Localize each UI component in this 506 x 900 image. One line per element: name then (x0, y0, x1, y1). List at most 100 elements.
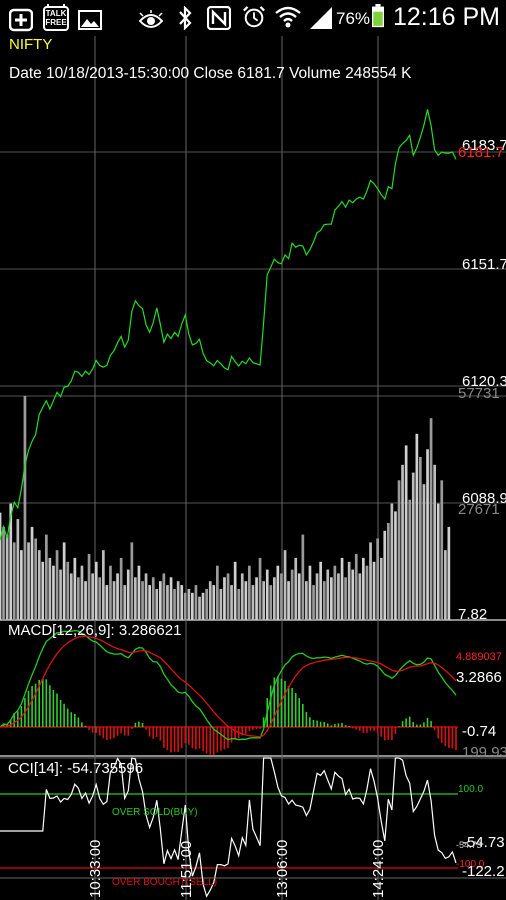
macd-histogram-bar (84, 725, 87, 727)
macd-histogram-bar (141, 723, 144, 727)
macd-histogram-bar (419, 724, 422, 727)
macd-histogram-bar (423, 722, 425, 727)
volume-bar (112, 581, 116, 620)
macd-histogram-bar (405, 718, 407, 727)
volume-bar (208, 581, 212, 620)
macd-histogram-bar (326, 723, 329, 727)
macd-histogram-bar (408, 716, 411, 727)
volume-bar (55, 550, 59, 620)
volume-bar (447, 526, 451, 620)
volume-bar (440, 480, 444, 620)
macd-histogram-bar (17, 711, 19, 727)
volume-bar (176, 581, 180, 620)
macd-histogram-bar (383, 727, 386, 741)
macd-histogram-bar (391, 727, 393, 741)
macd-histogram-bar (309, 717, 311, 727)
volume-bar (444, 550, 447, 620)
macd-line (0, 629, 457, 741)
macd-histogram-bar (337, 723, 340, 727)
macd-histogram-bar (341, 722, 343, 727)
macd-histogram-bar (38, 679, 40, 727)
volume-bar (230, 585, 233, 620)
volume-bar (201, 592, 205, 620)
macd-histogram-bar (134, 722, 137, 727)
macd-histogram-bar (116, 727, 119, 736)
macd-histogram-bar (433, 727, 436, 731)
macd-histogram-bar (230, 727, 233, 743)
volume-bar (27, 542, 30, 620)
macd-histogram-bar (298, 698, 300, 727)
volume-bar (354, 554, 358, 620)
volume-bar (216, 565, 219, 620)
volume-bar (315, 573, 319, 620)
signal-icon (310, 7, 332, 29)
volume-bar (369, 542, 372, 620)
volume-bar (2, 526, 5, 620)
eye-icon (139, 10, 163, 28)
macd-histogram-bar (99, 727, 101, 736)
macd-histogram-bar (444, 727, 447, 747)
volume-label-mid: 27671 (458, 501, 500, 518)
volume-bar (187, 589, 191, 620)
wifi-icon (275, 6, 301, 28)
volume-bar (137, 565, 141, 620)
macd-histogram-bar (159, 727, 162, 741)
volume-bar (301, 534, 305, 620)
volume-bar (287, 581, 290, 620)
volume-bar (87, 554, 91, 620)
volume-bar (233, 561, 237, 620)
macd-histogram-bar (180, 727, 183, 749)
macd-histogram-bar (248, 727, 251, 731)
volume-bar (372, 561, 376, 620)
macd-histogram-bar (305, 711, 308, 727)
macd-histogram-bar (223, 727, 226, 750)
stock-chart[interactable]: NIFTY Date 10/18/2013-15:30:00 Close 618… (0, 36, 506, 900)
volume-bar (5, 534, 9, 620)
volume-bar (262, 581, 265, 620)
macd-histogram-bar (430, 720, 432, 727)
macd-histogram-bar (376, 727, 379, 734)
macd-signal-value: 4.889037 (456, 651, 502, 663)
price-axis: 57731 27671 6183.7 6181.7 6151.7 6120.3 … (458, 137, 506, 623)
volume-bar (98, 577, 102, 620)
macd-histogram-bar (152, 727, 154, 739)
macd-histogram-bar (440, 727, 443, 743)
volume-bar (183, 592, 187, 620)
macd-histogram-bar (312, 720, 315, 727)
volume-bar (162, 573, 166, 620)
macd-histogram-bar (394, 727, 397, 734)
macd-histogram-bar (91, 727, 94, 733)
cci-line (0, 757, 457, 898)
macd-histogram-bar (170, 727, 172, 753)
macd-histogram-bar (380, 727, 382, 737)
volume-bar (123, 585, 127, 620)
volume-bar (148, 585, 151, 620)
macd-histogram-bar (294, 693, 297, 727)
volume-bar (237, 589, 241, 620)
volume-bar (397, 480, 401, 620)
macd-histogram-bar (56, 693, 58, 727)
macd-histogram-bar (31, 686, 33, 727)
macd-histogram-bar (355, 727, 357, 730)
volume-bar (37, 550, 41, 620)
volume-bar (91, 573, 94, 620)
volume-bar (126, 569, 130, 620)
macd-histogram-bar (273, 677, 276, 727)
volume-bar (52, 565, 55, 620)
macd-histogram-bar (188, 727, 190, 745)
volume-bar (119, 557, 123, 620)
macd-histogram-bar (330, 725, 333, 727)
time-label-2: 11:51:00 (178, 841, 195, 898)
volume-bar (379, 557, 383, 620)
volume-bar (212, 585, 216, 620)
time-axis: 10:33:00 11:51:00 13:06:00 14:24:00 (87, 840, 387, 898)
volume-bar (433, 464, 436, 620)
volume-bar (251, 585, 255, 620)
volume-bar (337, 573, 340, 620)
volume-bar (404, 445, 408, 620)
volume-bar (144, 573, 148, 620)
macd-histogram-bar (131, 727, 133, 729)
volume-bar (419, 457, 422, 620)
macd-histogram-bar (95, 727, 97, 733)
macd-histogram-bar (316, 720, 318, 727)
